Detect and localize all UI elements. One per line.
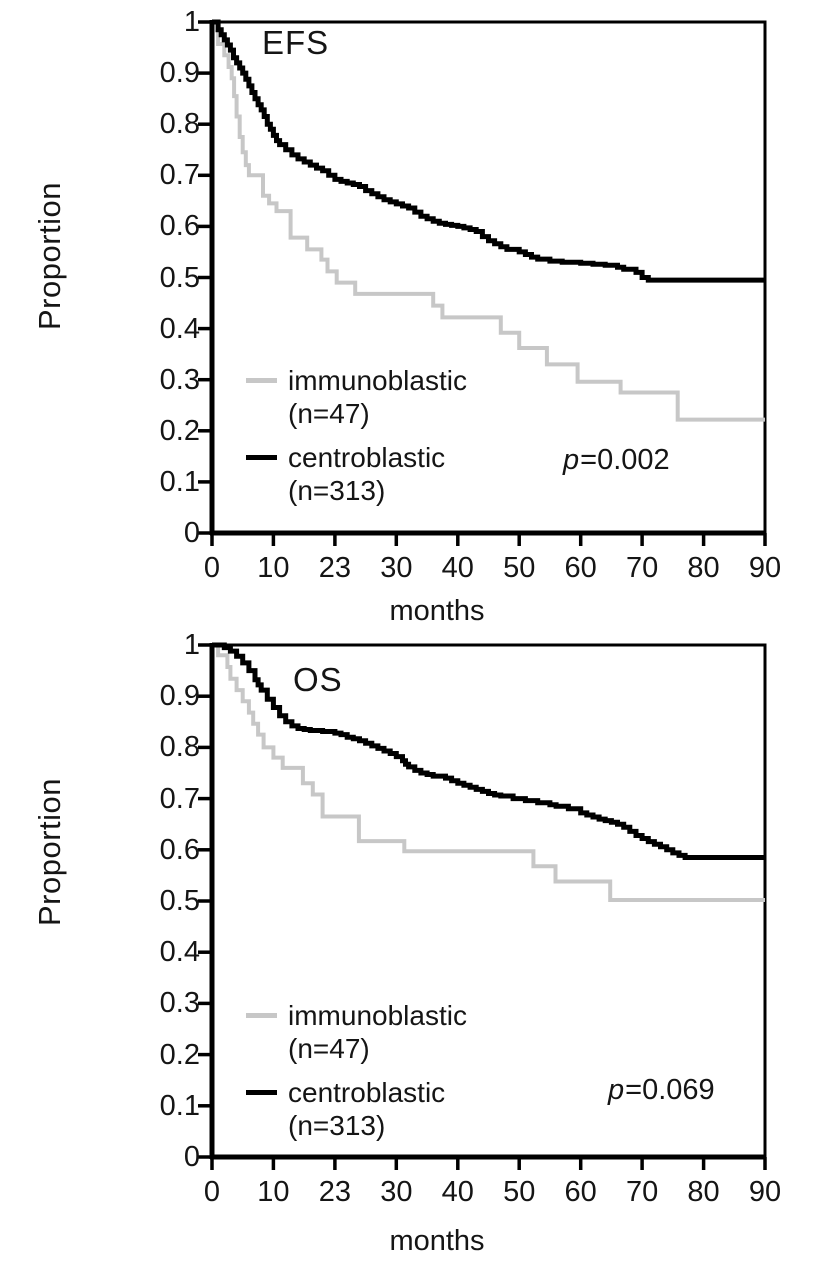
legend-label: immunoblastic xyxy=(288,1000,467,1031)
y-axis-title: Proportion xyxy=(32,777,67,927)
y-tick-label: 0.3 xyxy=(159,987,200,1020)
legend-item-immunoblastic: immunoblastic (n=47) xyxy=(246,999,467,1065)
efs-plot-area xyxy=(198,19,767,546)
series-centroblastic-line xyxy=(212,19,765,283)
legend-swatch-immunoblastic xyxy=(246,378,277,383)
x-tick-label: 23 xyxy=(318,552,351,584)
legend-item-immunoblastic: immunoblastic (n=47) xyxy=(246,364,467,430)
x-tick-label: 23 xyxy=(318,1176,351,1208)
legend-swatch-centroblastic xyxy=(246,455,277,460)
p-value: p=0.002 xyxy=(563,444,670,477)
y-tick-label: 0 xyxy=(183,517,200,549)
legend: immunoblastic (n=47) centroblastic (n=313) xyxy=(246,364,467,518)
legend-count: (n=313) xyxy=(288,475,386,506)
y-tick-label: 0.6 xyxy=(159,833,200,866)
y-tick-label: 0.5 xyxy=(159,261,200,294)
y-tick-label: 0.2 xyxy=(159,414,200,447)
y-tick-label: 0.4 xyxy=(159,312,200,345)
x-axis-title: months xyxy=(389,595,485,627)
p-value-text: =0.002 xyxy=(580,444,670,476)
y-tick-label: 0.9 xyxy=(159,57,200,90)
y-tick-label: 0.4 xyxy=(159,936,200,969)
x-tick-label: 30 xyxy=(380,1176,413,1208)
legend: immunoblastic (n=47) centroblastic (n=313) xyxy=(246,999,467,1153)
y-tick-label: 0.8 xyxy=(159,731,200,764)
legend-count: (n=47) xyxy=(288,1033,370,1064)
plot-title-os: OS xyxy=(293,661,343,698)
y-tick-label: 1 xyxy=(183,6,200,38)
efs-chart-panel: Proportion EFS immunoblastic (n=47) centro… xyxy=(0,0,819,627)
x-tick-label: 90 xyxy=(748,1176,782,1208)
y-tick-label: 0.1 xyxy=(159,465,200,498)
x-tick-label: 90 xyxy=(748,552,782,584)
x-tick-label: 10 xyxy=(257,1176,290,1208)
x-tick-label: 80 xyxy=(687,552,720,584)
x-tick-label: 60 xyxy=(564,552,597,584)
x-tick-label: 60 xyxy=(564,1176,597,1208)
x-tick-label: 40 xyxy=(441,1176,474,1208)
p-value-text: =0.069 xyxy=(625,1074,715,1106)
x-tick-label: 0 xyxy=(203,552,221,584)
x-tick-label: 70 xyxy=(625,1176,659,1208)
p-value: p=0.069 xyxy=(608,1074,715,1107)
y-tick-label: 0 xyxy=(183,1141,200,1173)
y-tick-label: 0.7 xyxy=(159,782,200,815)
series-centroblastic-line xyxy=(212,642,765,860)
legend-label: immunoblastic xyxy=(288,365,467,396)
y-tick-label: 0.1 xyxy=(159,1089,200,1122)
os-plot-area xyxy=(198,642,767,1170)
legend-swatch-centroblastic xyxy=(246,1090,277,1095)
plot-title-efs: EFS xyxy=(262,24,330,61)
series-immunoblastic-line xyxy=(212,643,765,902)
x-tick-label: 80 xyxy=(687,1176,720,1208)
legend-label: centroblastic xyxy=(288,1077,446,1108)
x-tick-label: 40 xyxy=(441,552,474,584)
x-tick-label: 50 xyxy=(503,552,536,584)
p-symbol: p xyxy=(563,444,580,476)
series-immunoblastic-line xyxy=(212,20,765,422)
x-tick-label: 70 xyxy=(625,552,659,584)
y-tick-label: 0.9 xyxy=(159,680,200,713)
y-tick-label: 0.3 xyxy=(159,363,200,396)
legend-label: centroblastic xyxy=(288,442,446,473)
y-tick-label: 0.5 xyxy=(159,885,200,917)
legend-count: (n=47) xyxy=(288,398,370,429)
p-symbol: p xyxy=(608,1074,625,1106)
x-tick-label: 30 xyxy=(380,552,413,584)
y-axis-title: Proportion xyxy=(32,181,67,331)
y-tick-label: 0.8 xyxy=(159,108,200,141)
os-chart-panel: Proportion OS immunoblastic (n=47) centrob… xyxy=(0,623,819,1280)
y-tick-label: 1 xyxy=(183,629,200,661)
x-tick-label: 50 xyxy=(503,1176,536,1208)
legend-item-centroblastic: centroblastic (n=313) xyxy=(246,1076,467,1142)
legend-count: (n=313) xyxy=(288,1110,386,1141)
legend-item-centroblastic: centroblastic (n=313) xyxy=(246,441,467,507)
y-tick-label: 0.6 xyxy=(159,210,200,243)
x-tick-label: 10 xyxy=(257,552,290,584)
legend-swatch-immunoblastic xyxy=(246,1013,277,1018)
y-tick-label: 0.7 xyxy=(159,159,200,192)
y-tick-label: 0.2 xyxy=(159,1038,200,1071)
x-tick-label: 0 xyxy=(203,1176,221,1208)
x-axis-title: months xyxy=(389,1225,485,1257)
